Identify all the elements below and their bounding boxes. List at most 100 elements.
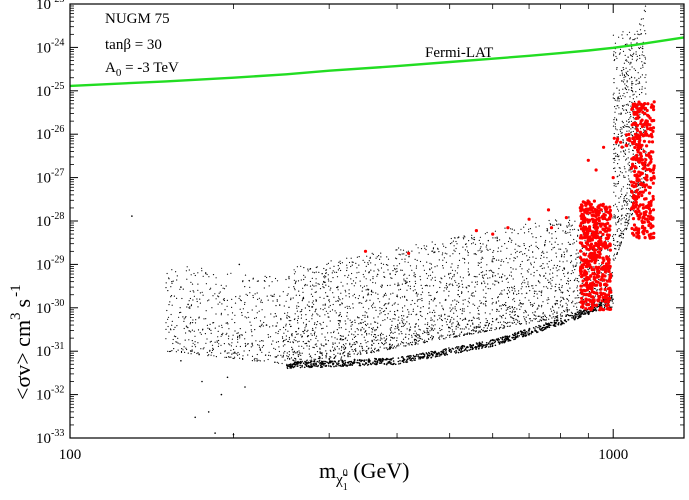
scatter-point (444, 275, 446, 277)
scatter-point (613, 215, 615, 217)
scatter-point (183, 318, 185, 320)
scatter-point (170, 329, 172, 331)
scatter-point (379, 307, 381, 309)
scatter-point (499, 276, 501, 278)
scatter-point (614, 106, 616, 108)
scatter-point (554, 286, 556, 288)
scatter-point (569, 279, 572, 282)
scatter-point (298, 352, 300, 354)
scatter-point (403, 342, 405, 344)
scatter-point (352, 362, 354, 365)
scatter-point (624, 54, 626, 57)
scatter-point (319, 296, 321, 298)
scatter-point (404, 273, 406, 275)
scatter-point (617, 182, 619, 185)
scatter-point (517, 331, 520, 333)
scatter-point (259, 348, 261, 350)
scatter-point (506, 287, 509, 289)
scatter-point (262, 340, 264, 342)
scatter-point (486, 231, 488, 234)
scatter-point (238, 334, 241, 336)
scatter-point (577, 294, 579, 296)
scatter-point (168, 350, 170, 353)
scatter-point (605, 290, 608, 292)
scatter-point (380, 312, 382, 314)
scatter-point (202, 294, 204, 296)
scatter-point (509, 237, 511, 239)
scatter-point (372, 362, 374, 365)
scatter-point (170, 295, 173, 297)
scatter-point (491, 344, 494, 347)
scatter-point (374, 264, 376, 266)
scatter-point (411, 334, 413, 336)
scatter-point (194, 346, 197, 348)
scatter-point (595, 307, 597, 309)
scatter-point (520, 228, 522, 230)
scatter-point (401, 307, 404, 309)
scatter-point (576, 262, 578, 264)
scatter-point (458, 349, 461, 352)
scatter-point (191, 345, 193, 347)
scatter-point (276, 280, 279, 282)
scatter-point (415, 338, 417, 341)
scatter-point (325, 269, 327, 271)
scatter-point (301, 309, 303, 311)
scatter-point (444, 287, 446, 289)
scatter-point (557, 323, 559, 326)
scatter-point (563, 273, 565, 275)
scatter-point (366, 285, 368, 287)
scatter-point (524, 297, 526, 299)
scatter-point (438, 314, 440, 317)
scatter-point (377, 268, 379, 270)
scatter-point (308, 341, 310, 343)
scatter-point (547, 287, 549, 289)
scatter-point (487, 249, 489, 251)
scatter-point (552, 272, 554, 274)
scatter-point (631, 201, 633, 203)
scatter-point (382, 263, 385, 265)
scatter-point (313, 334, 316, 336)
scatter-point (491, 327, 493, 329)
scatter-point (548, 318, 550, 320)
scatter-point (307, 362, 309, 364)
scatter-point (460, 349, 463, 351)
scatter-point (314, 361, 316, 363)
scatter-point (239, 308, 241, 310)
scatter-point (544, 244, 546, 246)
scatter-point (418, 334, 420, 336)
scatter-point (482, 289, 484, 291)
scatter-point (326, 263, 328, 265)
scatter-point (624, 87, 626, 89)
scatter-point (218, 296, 220, 298)
scatter-point (622, 81, 625, 83)
scatter-point (234, 330, 236, 332)
scatter-point (613, 98, 616, 100)
scatter-point (631, 212, 634, 215)
scatter-point (621, 72, 623, 74)
scatter-point (529, 228, 532, 230)
scatter-point (417, 319, 420, 321)
scatter-point (314, 344, 316, 346)
scatter-point (575, 315, 577, 318)
scatter-point (392, 363, 395, 366)
scatter-point (384, 292, 387, 294)
scatter-point (206, 338, 208, 340)
scatter-point (200, 333, 202, 335)
scatter-point (613, 82, 615, 84)
scatter-point (400, 249, 402, 251)
scatter-point (556, 223, 558, 225)
scatter-point (441, 336, 443, 338)
scatter-point (238, 297, 240, 299)
scatter-point (338, 342, 340, 344)
scatter-point (476, 326, 478, 328)
scatter-point (327, 361, 329, 364)
scatter-point (397, 326, 399, 328)
scatter-point (454, 306, 456, 308)
scatter-point (433, 298, 435, 301)
scatter-point (561, 286, 563, 288)
scatter-point (489, 329, 491, 331)
scatter-point (644, 170, 646, 172)
scatter-point (476, 343, 478, 345)
scatter-point (264, 275, 266, 277)
scatter-point (173, 335, 176, 337)
